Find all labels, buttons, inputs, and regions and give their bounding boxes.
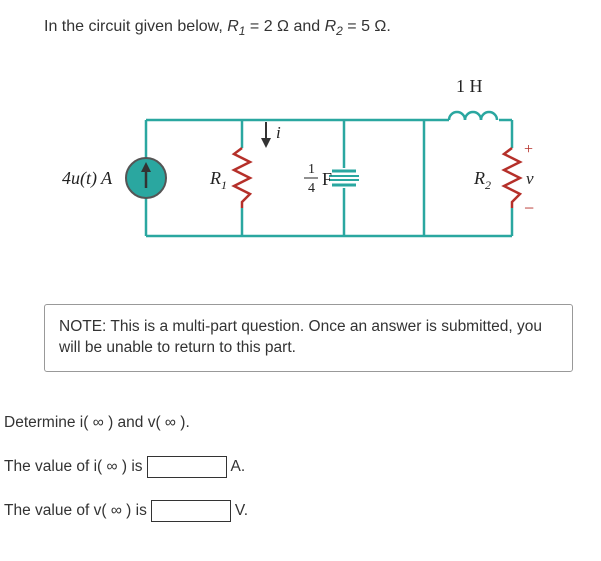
svg-text:R1: R1 (209, 168, 227, 192)
i-label: The value of i( ∞ ) is (4, 450, 143, 484)
svg-text:4: 4 (308, 181, 315, 196)
note-text: NOTE: This is a multi-part question. Onc… (59, 318, 542, 356)
answers-section: Determine i( ∞ ) and v( ∞ ). The value o… (4, 406, 587, 528)
i-inf-row: The value of i( ∞ ) is A. (4, 450, 587, 484)
svg-text:R2: R2 (473, 168, 491, 192)
text: In the circuit given below, (44, 18, 227, 35)
determine-line: Determine i( ∞ ) and v( ∞ ). (4, 406, 587, 440)
svg-text:v: v (526, 169, 534, 188)
v-label: The value of v( ∞ ) is (4, 494, 147, 528)
circuit-diagram: 4u(t) A R1 1 4 F 1 H R2 i + v − (44, 58, 534, 278)
i-inf-input[interactable] (147, 456, 227, 478)
svg-text:i: i (276, 123, 281, 142)
svg-text:1: 1 (308, 162, 315, 177)
v-unit: V. (235, 494, 248, 528)
svg-text:F: F (322, 169, 332, 189)
svg-text:+: + (524, 141, 533, 158)
svg-text:1 H: 1 H (456, 76, 483, 96)
svg-text:4u(t) A: 4u(t) A (62, 168, 113, 189)
v-inf-input[interactable] (151, 500, 231, 522)
i-unit: A. (231, 450, 246, 484)
problem-container: In the circuit given below, R1 = 2 Ω and… (0, 0, 601, 548)
problem-statement: In the circuit given below, R1 = 2 Ω and… (44, 18, 587, 38)
v-inf-row: The value of v( ∞ ) is V. (4, 494, 587, 528)
note-box: NOTE: This is a multi-part question. Onc… (44, 304, 573, 372)
svg-text:−: − (524, 198, 534, 218)
